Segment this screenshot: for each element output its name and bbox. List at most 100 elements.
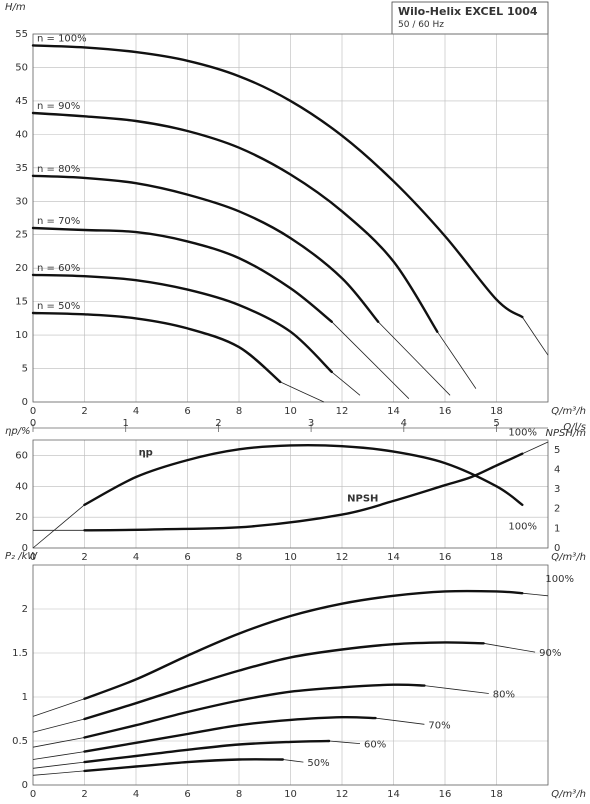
chart1-xtick-label: 2 (81, 552, 87, 563)
chart1-secondary-ytick-label: 0 (554, 543, 560, 554)
chart2-series-tail (483, 642, 536, 653)
chart1-secondary-ytick-label: 1 (554, 523, 560, 534)
chart2-xtick-label: 14 (387, 789, 400, 800)
chart1-series-line (83, 443, 524, 506)
chart-subtitle: 50 / 60 Hz (398, 20, 444, 30)
chart2-series-line (83, 758, 284, 773)
chart0-xlabel: Q/m³/h (551, 406, 586, 417)
chart1-secondary-ytick-label: 4 (554, 464, 560, 475)
chart0-series-label: n = 60% (37, 263, 80, 274)
chart0-xtick-label: 6 (184, 406, 190, 417)
chart0-ytick-label: 25 (15, 230, 28, 241)
chart0-ytick-label: 5 (22, 364, 28, 375)
chart2-series-tail (32, 751, 85, 760)
chart2-xtick-label: 4 (133, 789, 139, 800)
chart2-series-tail (375, 717, 425, 725)
chart0-secondary-xtick-label: 1 (123, 418, 129, 429)
chart2-ylabel: P₂ /kW (5, 551, 38, 562)
chart2-series-tail (32, 718, 85, 733)
chart0-series-tail (436, 331, 477, 389)
chart2-xtick-label: 6 (184, 789, 190, 800)
chart0-ytick-label: 0 (22, 397, 28, 408)
chart2-series-tail (32, 761, 85, 769)
chart2-xlabel: Q/m³/h (551, 789, 586, 800)
chart0-xtick-label: 10 (284, 406, 297, 417)
chart2-ytick-label: 1 (22, 692, 28, 703)
chart2-xtick-label: 0 (30, 789, 36, 800)
chart0-ytick-label: 30 (15, 196, 28, 207)
chart-title: Wilo-Helix EXCEL 1004 (398, 5, 538, 18)
chart1-secondary-ytick-label: 5 (554, 445, 560, 456)
chart2-series-label: 60% (364, 740, 386, 751)
chart2-series-line (83, 641, 485, 721)
chart2-ytick-label: 0 (22, 780, 28, 791)
chart0-ytick-label: 10 (15, 330, 28, 341)
chart1-secondary-ylabel: NPSH/m (546, 428, 587, 439)
chart0-series-label: n = 70% (37, 216, 80, 227)
chart2-frame (32, 564, 549, 786)
chart1-ylabel: ηp/% (5, 426, 31, 437)
chart2-series-line (83, 739, 331, 764)
chart0-secondary-xtick-label: 4 (401, 418, 407, 429)
chart0-series-tail (331, 371, 361, 396)
chart1-series-tail (32, 504, 85, 549)
chart1-ytick-label: 0 (22, 543, 28, 554)
chart2-ytick-label: 1.5 (12, 648, 28, 659)
chart1-series-end-label: 100% (508, 521, 537, 532)
chart2-series-tail (32, 737, 85, 748)
chart0-series-line (31, 174, 380, 323)
chart0-ylabel: H/m (5, 2, 26, 13)
chart0-secondary-xtick-label: 3 (308, 418, 314, 429)
chart1-secondary-ytick-label: 2 (554, 504, 560, 515)
chart0-ytick-label: 50 (15, 62, 28, 73)
chart0-xtick-label: 4 (133, 406, 139, 417)
chart2-xtick-label: 8 (236, 789, 242, 800)
chart0-series-label: n = 50% (37, 301, 80, 312)
chart1-series-tail (522, 441, 549, 455)
chart0-xtick-label: 18 (490, 406, 503, 417)
chart2-series-line (83, 715, 377, 753)
chart1-xtick-label: 18 (490, 552, 503, 563)
chart0-xtick-label: 16 (439, 406, 452, 417)
chart1-frame (32, 439, 549, 549)
chart0-secondary-xlabel: Q/l/s (563, 422, 586, 433)
chart2-series-tail (522, 592, 549, 597)
chart2-xtick-label: 2 (81, 789, 87, 800)
chart2-series-tail (32, 770, 85, 776)
chart2-series-label: 50% (307, 758, 329, 769)
chart1-ytick-label: 40 (15, 481, 28, 492)
chart2-series-label: 70% (428, 720, 450, 731)
chart0-ytick-label: 35 (15, 163, 28, 174)
chart1-xtick-label: 0 (30, 552, 36, 563)
chart0-secondary-xtick-label: 5 (493, 418, 499, 429)
chart0-series-line (31, 226, 333, 323)
chart1-series-end-label: 100% (508, 427, 537, 438)
chart2-ytick-label: 2 (22, 604, 28, 615)
chart0-series-line (31, 311, 282, 384)
chart0-xtick-label: 0 (30, 406, 36, 417)
chart0-ytick-label: 15 (15, 297, 28, 308)
chart0-secondary-xtick-label: 0 (30, 418, 36, 429)
chart0-xtick-label: 14 (387, 406, 400, 417)
chart0-xtick-label: 2 (81, 406, 87, 417)
chart1-xtick-label: 4 (133, 552, 139, 563)
chart0-ytick-label: 55 (15, 29, 28, 40)
chart2-series-tail (32, 698, 85, 717)
chart2-series-label: 100% (545, 574, 574, 585)
chart0-ytick-label: 45 (15, 96, 28, 107)
chart0-xtick-label: 8 (236, 406, 242, 417)
chart1-ytick-label: 20 (15, 512, 28, 523)
chart2-series-label: 90% (539, 648, 561, 659)
chart2-series-tail (282, 759, 304, 763)
chart1-series-line (83, 452, 524, 532)
chart1-secondary-ytick-label: 3 (554, 484, 560, 495)
chart1-xlabel: Q/m³/h (551, 552, 586, 563)
chart2-series-tail (424, 685, 489, 694)
chart0-ytick-label: 20 (15, 263, 28, 274)
chart0-series-tail (521, 316, 549, 356)
chart0-series-line (31, 111, 439, 333)
chart0-frame (32, 33, 549, 403)
title-box (391, 1, 549, 35)
chart0-series-tail (377, 321, 451, 396)
